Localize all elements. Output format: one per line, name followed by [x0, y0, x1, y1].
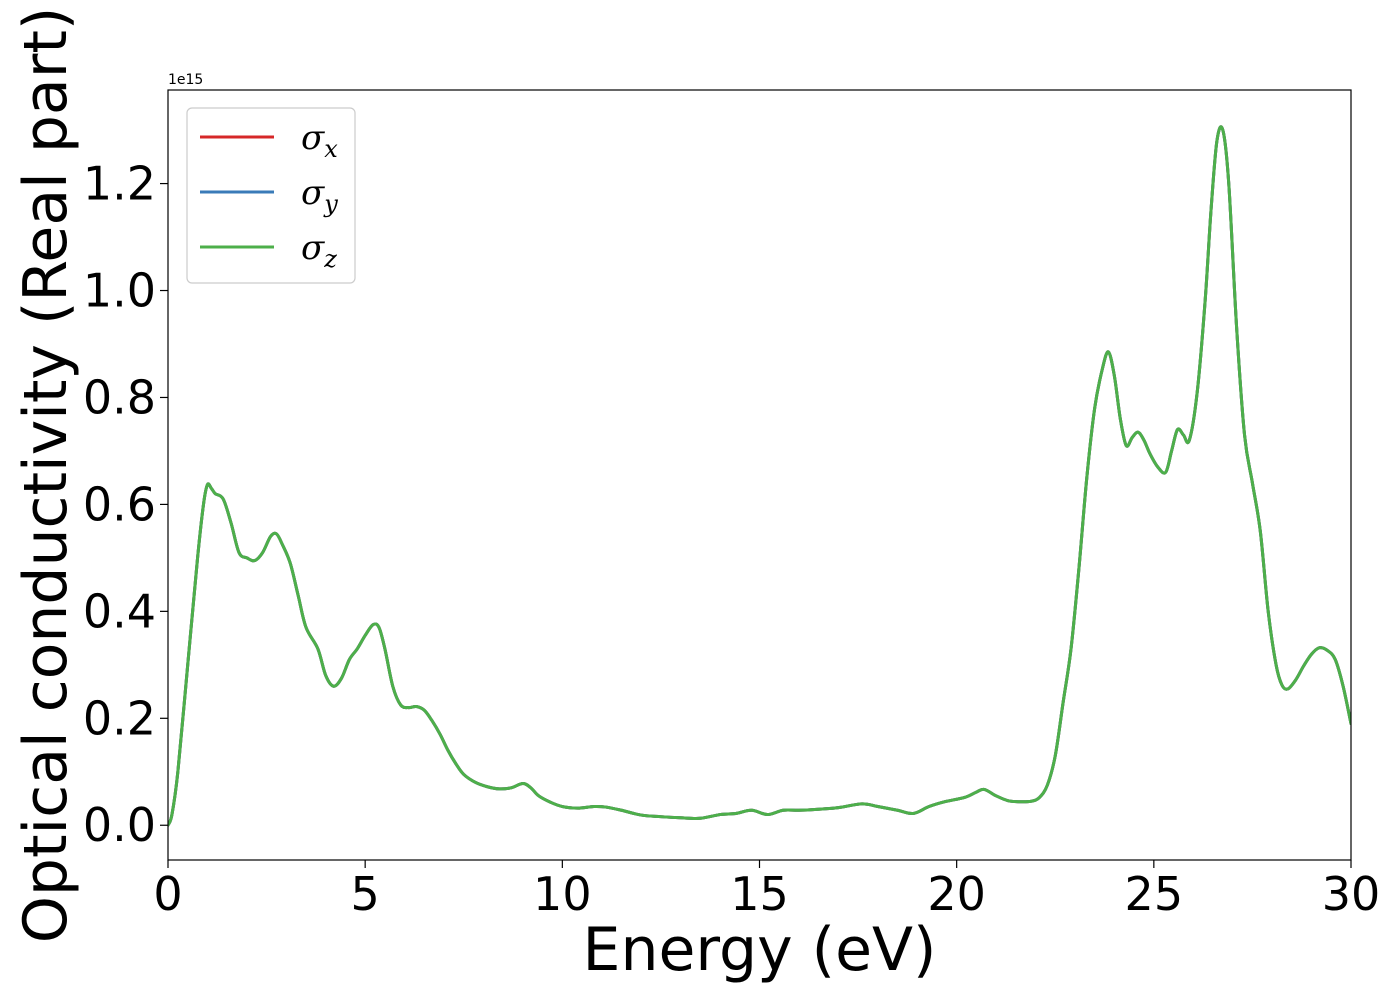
y-tick-label: 0.8: [83, 370, 156, 424]
legend-frame: [186, 107, 356, 284]
x-axis-title: Energy (eV): [583, 915, 937, 985]
x-tick-label: 20: [927, 867, 986, 921]
y-tick-label: 1.2: [83, 157, 156, 211]
legend-label-z: σz: [301, 228, 337, 273]
x-tick-label: 0: [153, 867, 182, 921]
x-tick-label: 10: [533, 867, 592, 921]
legend-subscript: x: [324, 135, 338, 163]
legend-label-x: σx: [301, 118, 338, 163]
y-tick-label: 0.4: [83, 584, 156, 638]
legend-symbol: σ: [301, 228, 325, 268]
legend-subscript: z: [323, 245, 337, 273]
y-tick-label: 0.6: [83, 477, 156, 531]
legend-symbol: σ: [301, 173, 325, 213]
legend-subscript: y: [323, 190, 338, 218]
x-tick-label: 30: [1322, 867, 1381, 921]
y-tick-label: 0.0: [83, 798, 156, 852]
y-axis-title: Optical conductivity (Real part): [11, 7, 81, 944]
y-tick-label: 0.2: [83, 691, 156, 745]
x-axis: 0 5 10 15 20 25 30: [153, 860, 1380, 921]
legend-symbol: σ: [301, 118, 325, 158]
series-layer: [168, 125, 1351, 827]
series-line-z: [168, 125, 1351, 827]
x-tick-label: 5: [351, 867, 380, 921]
y-tick-label: 1.0: [83, 264, 156, 318]
y-axis: 0.0 0.2 0.4 0.6 0.8 1.0 1.2: [83, 157, 168, 852]
x-tick-label: 25: [1125, 867, 1184, 921]
x-tick-label: 15: [730, 867, 789, 921]
plot-area: [168, 90, 1351, 860]
legend-label-y: σy: [301, 173, 338, 218]
y-offset-text: 1e15: [168, 72, 203, 88]
